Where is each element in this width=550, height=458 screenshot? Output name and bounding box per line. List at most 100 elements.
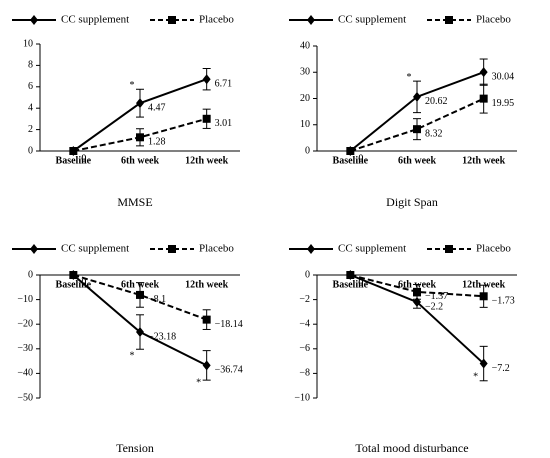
marker [346, 271, 355, 279]
y-tick-label: −50 [17, 392, 33, 403]
marker [168, 245, 176, 253]
annotation: * [196, 378, 201, 389]
marker [202, 315, 211, 324]
data-label: 0 [358, 153, 363, 164]
marker [136, 290, 144, 299]
marker [346, 147, 355, 155]
x-tick-label: Baseline [56, 155, 92, 166]
x-tick-label: 12th week [185, 155, 228, 166]
data-label: 0 [358, 153, 363, 164]
marker [479, 94, 488, 103]
marker [168, 16, 176, 24]
panel: CC supplement Placebo 0 −2 −4 −6 −8 −10 Baseline… [289, 243, 517, 455]
marker [202, 114, 211, 123]
legend-label: Placebo [199, 243, 234, 255]
panel: CC supplement Placebo 0 2 4 6 8 10 Baseline 6th w… [12, 14, 240, 209]
legend-label: CC supplement [338, 243, 406, 255]
y-tick-label: 0 [305, 269, 310, 280]
x-tick-label: 6th week [398, 155, 436, 166]
data-label: 20.62 [425, 96, 448, 107]
legend-label: CC supplement [338, 14, 406, 26]
data-label: 0 [358, 277, 363, 288]
marker [413, 91, 421, 102]
y-tick-label: −6 [299, 343, 310, 354]
data-label: 8.32 [425, 128, 443, 139]
y-tick-label: −20 [17, 318, 33, 329]
data-label: −18.14 [215, 319, 243, 330]
panel: CC supplement Placebo 0 −10 −20 −30 −40 −50 Base… [12, 243, 243, 455]
x-tick-label: Baseline [333, 155, 369, 166]
y-tick-label: 10 [23, 38, 33, 49]
y-tick-label: 10 [300, 119, 310, 130]
data-label: 0 [81, 277, 86, 288]
data-label: 3.01 [215, 118, 233, 129]
y-tick-label: −4 [299, 318, 310, 329]
chart-title: Total mood disturbance [355, 441, 468, 455]
marker [69, 271, 78, 279]
marker [445, 245, 453, 253]
y-tick-label: 40 [300, 40, 310, 51]
data-label: −36.74 [215, 365, 243, 376]
y-tick-label: 4 [28, 102, 33, 113]
marker [30, 244, 38, 254]
y-tick-label: 30 [300, 67, 310, 78]
marker [413, 125, 421, 134]
panel: CC supplement Placebo 0 10 20 30 40 Baseline 6th… [289, 14, 517, 209]
marker [307, 15, 315, 25]
legend-label: Placebo [476, 14, 511, 26]
data-label: 6.71 [215, 78, 233, 89]
marker [445, 16, 453, 24]
y-tick-label: −8 [299, 368, 310, 379]
marker [69, 147, 78, 155]
annotation: * [473, 371, 478, 382]
marker [479, 67, 488, 78]
marker [30, 15, 38, 25]
data-label: −7.2 [492, 363, 510, 374]
y-tick-label: 2 [28, 124, 33, 135]
data-label: 0 [81, 153, 86, 164]
series-line [73, 274, 208, 321]
marker [307, 244, 315, 254]
y-tick-label: −30 [17, 343, 33, 354]
data-label: 19.95 [492, 98, 515, 109]
data-label: 0 [81, 277, 86, 288]
data-label: −1.73 [492, 296, 515, 307]
legend-label: CC supplement [61, 14, 129, 26]
annotation: * [407, 72, 412, 83]
data-label: −8.1 [148, 294, 166, 305]
y-tick-label: −10 [17, 294, 33, 305]
y-tick-label: −40 [17, 368, 33, 379]
data-label: 0 [358, 277, 363, 288]
data-label: −23.18 [148, 331, 176, 342]
chart-title: Digit Span [386, 195, 438, 209]
y-tick-label: 0 [28, 269, 33, 280]
marker [136, 327, 144, 338]
x-tick-label: Baseline [333, 279, 369, 290]
marker [479, 292, 488, 301]
x-tick-label: 12th week [185, 279, 228, 290]
data-label: 30.04 [492, 71, 515, 82]
series-line [350, 97, 485, 152]
x-tick-label: 6th week [121, 155, 159, 166]
y-tick-label: 0 [305, 145, 310, 156]
data-label: −1.37 [425, 291, 448, 302]
y-tick-label: −10 [294, 392, 310, 403]
x-tick-label: 12th week [462, 155, 505, 166]
marker [202, 360, 211, 371]
marker [202, 74, 211, 85]
marker [413, 287, 421, 296]
data-label: 1.28 [148, 137, 166, 148]
legend-label: CC supplement [61, 243, 129, 255]
chart-title: Tension [116, 441, 154, 455]
y-tick-label: −2 [299, 294, 310, 305]
annotation: * [130, 350, 135, 361]
marker [136, 133, 144, 142]
x-tick-label: Baseline [56, 279, 92, 290]
data-label: −2.2 [425, 301, 443, 312]
y-tick-label: 6 [28, 81, 33, 92]
marker [136, 98, 144, 109]
legend-label: Placebo [199, 14, 234, 26]
marker [479, 358, 488, 369]
data-label: 0 [81, 153, 86, 164]
